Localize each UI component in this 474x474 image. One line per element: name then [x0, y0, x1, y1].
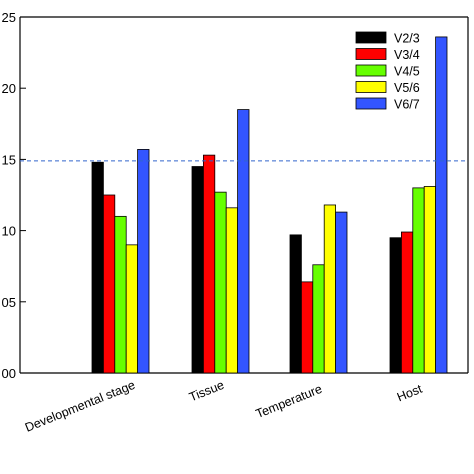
- legend-label: V5/6: [394, 81, 420, 95]
- bar-V5-6-tissue: [225, 207, 238, 374]
- y-tick-label: 20: [2, 81, 16, 96]
- category-label: Tissue: [187, 378, 226, 405]
- bar-V6-7-host: [435, 36, 448, 374]
- legend-label: V2/3: [394, 32, 420, 46]
- category-labels: Developmental stage Tissue Temperature Host: [23, 378, 425, 435]
- y-ticks: 00 05 10 15 20 25: [2, 10, 26, 381]
- bar-V4-5-developmental-stage: [114, 215, 127, 374]
- bar-V6-7-tissue: [237, 109, 250, 374]
- bars: [91, 36, 448, 374]
- legend-swatch: [355, 81, 387, 93]
- bar-V2-3-host: [389, 237, 402, 374]
- category-label: Developmental stage: [23, 378, 137, 435]
- bar-V5-6-host: [423, 186, 437, 374]
- bar-V2-3-temperature: [289, 234, 302, 374]
- bar-V3-4-developmental-stage: [103, 194, 116, 374]
- y-tick-label: 00: [2, 366, 16, 381]
- y-tick-label: 10: [2, 224, 16, 239]
- bar-V2-3-developmental-stage: [91, 161, 104, 374]
- bar-V6-7-temperature: [335, 211, 348, 374]
- bar-V3-4-temperature: [300, 281, 314, 374]
- category-label: Temperature: [254, 382, 324, 421]
- bar-V2-3-tissue: [191, 166, 204, 374]
- legend-label: V6/7: [394, 98, 420, 112]
- bar-V3-4-host: [400, 231, 414, 374]
- legend: V2/3 V3/4 V4/5 V5/6 V6/7: [355, 31, 420, 112]
- legend-label: V4/5: [394, 65, 420, 79]
- bar-V4-5-host: [412, 187, 425, 374]
- y-tick-label: 15: [2, 152, 16, 167]
- legend-swatch: [355, 97, 387, 110]
- legend-swatch: [355, 31, 387, 44]
- bar-V4-5-temperature: [312, 264, 325, 374]
- bar-V5-6-temperature: [323, 204, 337, 374]
- y-tick-label: 05: [2, 295, 16, 310]
- y-tick-label: 25: [2, 10, 16, 25]
- legend-label: V3/4: [394, 48, 420, 62]
- category-label: Host: [395, 382, 425, 405]
- bar-V3-4-tissue: [202, 154, 216, 374]
- bar-V5-6-developmental-stage: [125, 244, 138, 374]
- legend-swatch: [355, 48, 387, 60]
- bar-V4-5-tissue: [214, 191, 227, 374]
- legend-swatch: [355, 64, 387, 77]
- bar-V6-7-developmental-stage: [137, 149, 150, 374]
